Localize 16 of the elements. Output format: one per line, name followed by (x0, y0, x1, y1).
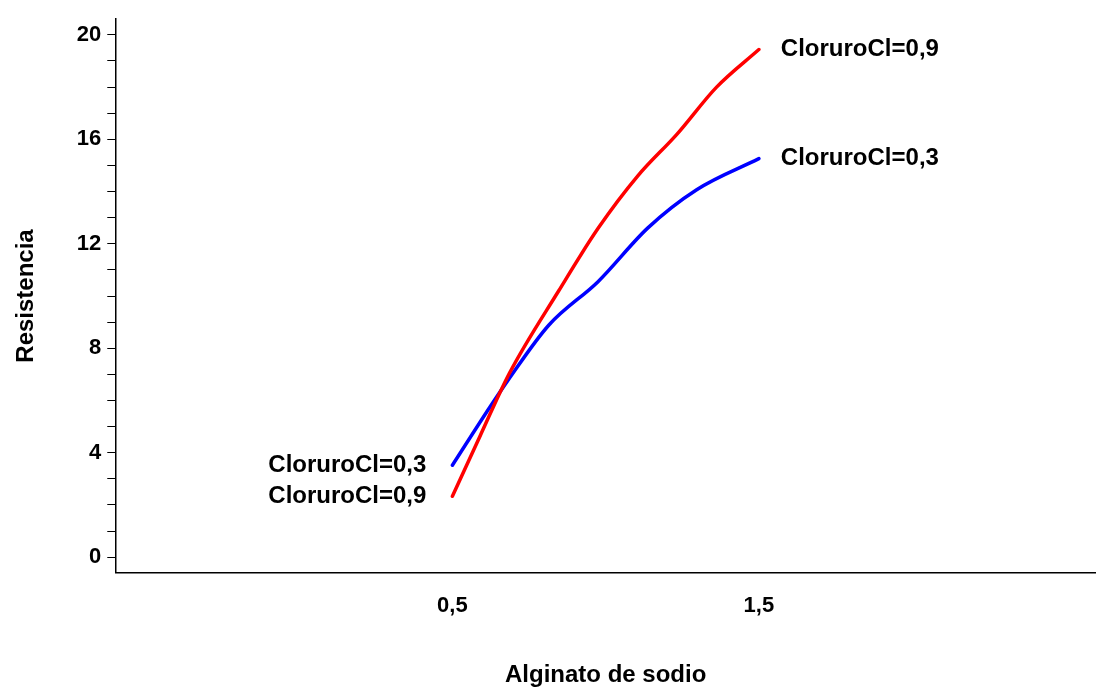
y-tick-label: 8 (89, 334, 102, 360)
y-axis-title: Resistencia (11, 228, 39, 363)
y-tick-label: 4 (89, 438, 103, 464)
series-label: CloruroCl=0,3 (780, 143, 939, 171)
x-tick-label: 1,5 (743, 592, 775, 618)
y-tick-label: 20 (76, 20, 102, 46)
y-tick-label: 12 (76, 229, 102, 255)
series-label: CloruroCl=0,9 (780, 34, 939, 62)
text: CloruroCl=0,9 (268, 480, 427, 508)
x-axis-title: Alginato de sodio (504, 660, 707, 688)
y-tick-label: 0 (89, 543, 102, 569)
text: CloruroCl=0,3 (268, 449, 427, 477)
line-series (450, 47, 761, 499)
y-tick-label: 16 (76, 125, 102, 151)
x-tick-label: 0,5 (437, 592, 468, 618)
line-series (450, 156, 761, 467)
